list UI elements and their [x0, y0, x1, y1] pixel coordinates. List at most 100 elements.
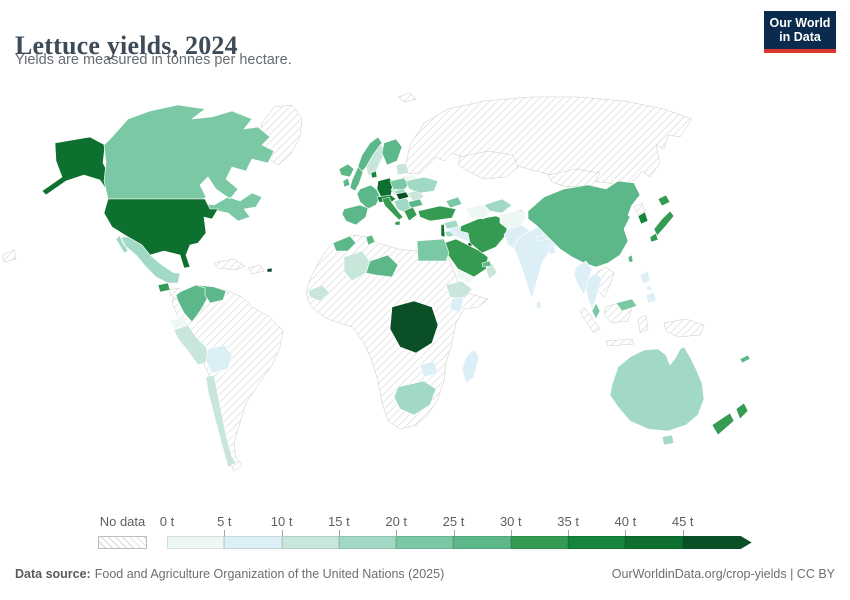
owid-logo-line2: in Data [779, 30, 821, 44]
country-sri-lanka[interactable] [535, 300, 542, 309]
legend-bin[interactable] [453, 536, 511, 549]
country-kenya[interactable] [449, 296, 465, 314]
legend-ticks: 0 t 5 t 10 t 15 t 20 t 25 t 30 t 35 t 40 t 45 t [160, 512, 767, 536]
country-dr-congo[interactable] [389, 300, 439, 354]
country-guatemala[interactable] [157, 282, 171, 293]
country-philippines[interactable] [639, 270, 657, 304]
legend-tick-mark [396, 530, 398, 536]
country-ecuador[interactable] [169, 315, 188, 331]
country-iran[interactable] [459, 215, 509, 254]
country-finland[interactable] [381, 138, 403, 166]
country-uae[interactable] [481, 260, 492, 268]
footer: Data source: Food and Agriculture Organiz… [15, 567, 835, 581]
country-puerto-rico[interactable] [266, 267, 273, 273]
legend-bin[interactable] [510, 536, 569, 549]
legend-tick-mark [281, 530, 283, 536]
footer-url-license[interactable]: OurWorldinData.org/crop-yields | CC BY [611, 567, 835, 581]
legend-no-data-label: No data [99, 514, 146, 529]
country-hungary[interactable] [395, 191, 410, 201]
region-caucasus[interactable] [445, 196, 463, 209]
country-new-caledonia[interactable] [739, 354, 751, 364]
country-svalbard[interactable] [397, 92, 417, 103]
country-denmark[interactable] [370, 170, 378, 179]
country-bolivia[interactable] [205, 344, 233, 374]
country-papua-new-guinea[interactable] [663, 318, 705, 338]
country-greece[interactable] [403, 206, 418, 222]
country-cuba[interactable] [213, 258, 246, 271]
country-kazakhstan[interactable] [457, 150, 519, 180]
legend-no-data-swatch[interactable] [98, 536, 147, 549]
country-south-africa[interactable] [393, 380, 437, 416]
legend-tick-mark [568, 530, 570, 536]
country-thailand[interactable] [585, 272, 603, 310]
legend-tick-label: 10 t [270, 514, 293, 529]
legend-tick-label: 15 t [328, 514, 350, 529]
country-north-korea[interactable] [633, 202, 646, 216]
country-spain-portugal[interactable] [341, 204, 369, 226]
legend-bin[interactable] [338, 536, 397, 549]
country-norway[interactable] [356, 136, 383, 174]
legend-tick-label: 35 t [557, 514, 579, 529]
country-italy[interactable] [381, 196, 404, 226]
country-ireland[interactable] [342, 177, 351, 188]
country-france[interactable] [356, 184, 381, 210]
country-taiwan[interactable] [627, 254, 634, 263]
country-israel[interactable] [440, 223, 446, 238]
country-canada[interactable] [103, 104, 275, 222]
country-new-zealand[interactable] [711, 402, 749, 436]
country-zimbabwe[interactable] [419, 360, 439, 378]
country-morocco[interactable] [332, 235, 357, 252]
country-usa[interactable] [103, 198, 219, 269]
country-venezuela[interactable] [195, 284, 227, 304]
legend-tick-label: 45 t [671, 514, 694, 529]
country-tunisia[interactable] [365, 234, 376, 246]
legend-bin[interactable] [224, 536, 282, 549]
legend-tick-mark [224, 530, 226, 536]
country-bulgaria[interactable] [407, 198, 424, 209]
country-bangladesh[interactable] [547, 244, 557, 255]
country-turkey[interactable] [417, 205, 457, 222]
country-yemen[interactable] [455, 268, 475, 285]
legend-bin[interactable] [682, 536, 752, 549]
country-ethiopia[interactable] [445, 280, 473, 300]
country-australia[interactable] [609, 346, 705, 446]
world-map-svg [1, 92, 751, 472]
country-uzbekistan[interactable] [483, 198, 513, 214]
country-united-kingdom[interactable] [349, 166, 364, 192]
owid-logo[interactable]: Our World in Data [764, 11, 836, 53]
country-mexico[interactable] [115, 234, 181, 284]
country-hispaniola[interactable] [247, 264, 265, 275]
country-turkmenistan[interactable] [465, 203, 491, 220]
country-china[interactable] [527, 180, 641, 268]
legend-bin[interactable] [396, 536, 454, 549]
region-senegal-guinea[interactable] [307, 284, 331, 302]
country-niger[interactable] [365, 254, 399, 278]
page-subtitle: Yields are measured in tonnes per hectar… [15, 52, 292, 68]
region-baltics[interactable] [395, 162, 410, 176]
legend-tick-mark [338, 530, 340, 536]
legend-bar [167, 536, 752, 549]
country-japan[interactable] [649, 194, 675, 243]
legend-tick-label: 25 t [442, 514, 465, 529]
country-usa-alaska[interactable] [41, 136, 119, 200]
country-chile[interactable] [205, 374, 237, 468]
country-ukraine[interactable] [405, 176, 439, 194]
legend-bin[interactable] [625, 536, 683, 549]
country-russia[interactable] [403, 96, 693, 186]
country-mongolia[interactable] [547, 168, 601, 188]
legend-tick-label: 40 t [614, 514, 637, 529]
country-chukotka-sliver[interactable] [1, 249, 17, 263]
legend-bin[interactable] [568, 536, 626, 549]
country-iceland[interactable] [338, 163, 355, 178]
country-poland[interactable] [389, 177, 410, 191]
country-malaysia[interactable] [591, 298, 638, 320]
country-south-korea[interactable] [637, 211, 649, 225]
footer-source: Data source: Food and Agriculture Organiz… [15, 567, 444, 581]
country-egypt[interactable] [416, 238, 450, 262]
legend-bin[interactable] [167, 536, 225, 549]
owid-logo-line1: Our World [769, 16, 831, 30]
country-indonesia[interactable] [579, 302, 649, 347]
legend-bin[interactable] [281, 536, 339, 549]
country-madagascar[interactable] [461, 348, 480, 384]
